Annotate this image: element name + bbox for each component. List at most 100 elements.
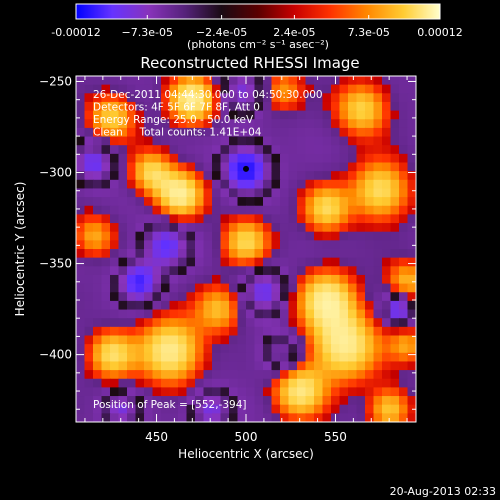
heatmap-cell [373,387,383,397]
heatmap-cell [280,249,290,259]
heatmap-cell [356,197,366,207]
heatmap-cell [322,179,332,190]
heatmap-cell [322,326,332,337]
heatmap-cell [280,326,290,337]
heatmap-cell [212,84,222,94]
heatmap-cell [356,127,366,138]
heatmap-cell [399,318,409,328]
heatmap-cell [186,404,196,414]
heatmap-cell [365,110,375,120]
heatmap-cell [322,223,332,233]
heatmap-cell [280,119,290,129]
heatmap-cell [186,171,196,181]
heatmap-cell [110,231,120,241]
heatmap-cell [297,361,307,371]
heatmap-cell [144,214,154,224]
heatmap-cell [178,145,188,155]
heatmap-cell [84,188,94,198]
heatmap-cell [390,283,400,293]
colorbar [75,3,441,20]
heatmap-cell [322,205,332,215]
heatmap-cell [382,223,392,233]
heatmap-cell [237,240,247,250]
heatmap-cell [254,101,264,112]
heatmap-cell [322,413,332,422]
heatmap-cell [322,370,332,380]
heatmap-cell [186,344,196,354]
heatmap-cell [246,378,256,388]
heatmap-cell [365,335,375,345]
heatmap-cell [390,300,400,311]
heatmap-cell [407,119,416,129]
heatmap-cell [263,119,273,129]
heatmap-cell [93,127,103,138]
heatmap-cell [110,318,120,328]
heatmap-cell [373,153,383,164]
heatmap-cell [203,378,213,388]
heatmap-cell [263,136,273,146]
heatmap-cell [263,413,273,422]
heatmap-cell [314,240,324,250]
heatmap-cell [280,84,290,94]
heatmap-cell [280,413,290,422]
heatmap-cell [390,387,400,397]
heatmap-cell [356,387,366,397]
heatmap-cell [144,387,154,397]
heatmap-cell [314,361,324,371]
heatmap-cell [280,387,290,397]
heatmap-cell [195,370,205,380]
heatmap-cell [118,335,128,345]
heatmap-cell [93,335,103,345]
heatmap-cell [203,76,213,86]
heatmap-cell [169,162,179,172]
heatmap-cell [254,231,264,241]
heatmap-cell [118,413,128,422]
heatmap-cell [407,101,416,112]
heatmap-cell [101,179,111,190]
heatmap-cell [237,361,247,371]
heatmap-cell [212,214,222,224]
heatmap-cell [169,413,179,422]
heatmap-cell [195,404,205,414]
heatmap-cell [254,145,264,155]
heatmap-cell [373,223,383,233]
heatmap-cell [356,171,366,181]
heatmap-cell [195,292,205,302]
heatmap-cell [390,162,400,172]
heatmap-cell [271,344,281,354]
heatmap-cell [322,396,332,406]
heatmap-cell [135,76,145,86]
heatmap-cell [118,318,128,328]
heatmap-cell [178,171,188,181]
heatmap-cell [356,179,366,190]
heatmap-cell [339,136,349,146]
heatmap-cell [246,404,256,414]
heatmap-cell [229,76,239,86]
heatmap-cell [76,309,86,319]
heatmap-cell [399,387,409,397]
heatmap-cell [348,387,358,397]
heatmap-cell [280,352,290,363]
heatmap-cell [271,413,281,422]
heatmap-cell [152,344,162,354]
heatmap-cell [203,370,213,380]
heatmap-cell [237,274,247,285]
heatmap-cell [110,136,120,146]
heatmap-cell [161,127,171,138]
heatmap-cell [331,171,341,181]
heatmap-cell [390,396,400,406]
heatmap-cell [118,249,128,259]
heatmap-cell [271,231,281,241]
heatmap-cell [280,283,290,293]
heatmap-cell [161,205,171,215]
heatmap-cell [84,318,94,328]
heatmap-cell [186,127,196,138]
heatmap-cell [246,93,256,103]
colorbar-ticks: -0.00012 −7.3e-05 −2.4e-05 2.4e-05 7.3e-05 0.… [51,15,463,39]
heatmap-cell [161,119,171,129]
heatmap-cell [246,283,256,293]
heatmap-cell [331,266,341,276]
x-tick-label: 550 [324,430,347,444]
heatmap-cell [339,197,349,207]
heatmap-cell [169,274,179,285]
